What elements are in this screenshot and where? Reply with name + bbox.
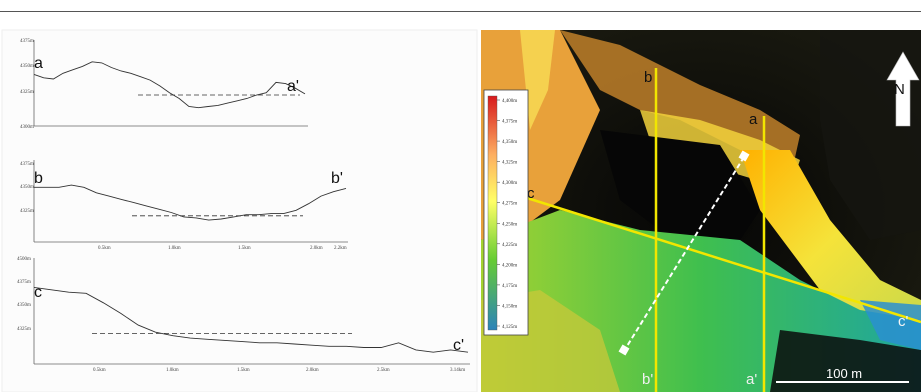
profile-b-xtick: 1.0km bbox=[168, 246, 181, 251]
profile-c-ytick: 4500m bbox=[17, 257, 31, 262]
white-transect bbox=[623, 156, 745, 352]
legend-tick-label: 4,300m bbox=[502, 181, 517, 186]
legend-tick-label: 4,350m bbox=[502, 140, 517, 145]
profile-a: 4375m 4350m 4325m 4300m a a' bbox=[20, 39, 308, 130]
legend-tick-label: 4,275m bbox=[502, 202, 517, 207]
profile-c-xtick: 3.14km bbox=[450, 368, 465, 373]
profile-c-ytick: 4325m bbox=[17, 327, 31, 332]
north-label: N bbox=[894, 81, 905, 98]
profile-a-start-label: a bbox=[34, 55, 43, 72]
map-panel: b b' a a' c c' 4,400m4,375m4,350m4,325m4… bbox=[481, 30, 921, 392]
legend-tick-label: 4,200m bbox=[502, 263, 517, 268]
section-line-c bbox=[526, 196, 921, 324]
profile-a-elevation-line bbox=[33, 61, 306, 109]
profile-a-ytick: 4375m bbox=[20, 39, 34, 44]
profile-b-start-label: b bbox=[34, 170, 43, 187]
profile-a-ytick: 4350m bbox=[20, 64, 34, 69]
profile-c-ytick: 4350m bbox=[17, 303, 31, 308]
profile-b-ytick: 4375m bbox=[20, 162, 34, 167]
profile-c-xtick: 2.5km bbox=[377, 368, 390, 373]
legend-tick-label: 4,125m bbox=[502, 325, 517, 330]
profile-b: 4375m 4350m 4325m 0.5km 1.0km 1.5km 2.0k… bbox=[20, 160, 348, 251]
profile-c-xtick: 1.0km bbox=[166, 368, 179, 373]
profiles-panel: 4375m 4350m 4325m 4300m a a' 4375m 4350m… bbox=[1, 29, 478, 392]
legend-tick-label: 4,150m bbox=[502, 304, 517, 309]
map-terrain-dark-lower-right bbox=[770, 330, 921, 392]
scale-label: 100 m bbox=[826, 366, 862, 381]
profile-c-end-label: c' bbox=[453, 337, 464, 354]
transect-end-marker bbox=[738, 150, 750, 162]
legend-tick-label: 4,175m bbox=[502, 284, 517, 289]
profile-b-ytick: 4350m bbox=[20, 185, 34, 190]
map-label-b-end: b' bbox=[642, 371, 653, 388]
profile-c-xtick: 2.0km bbox=[306, 368, 319, 373]
map-terrain-upper-left-highlight bbox=[520, 30, 555, 130]
profile-b-end-label: b' bbox=[331, 170, 343, 187]
profile-b-xtick: 1.5km bbox=[238, 246, 251, 251]
profile-a-ytick: 4325m bbox=[20, 90, 34, 95]
legend-tick-label: 4,400m bbox=[502, 99, 517, 104]
map-terrain-dark-basin bbox=[600, 130, 760, 240]
profile-c-start-label: c bbox=[34, 284, 42, 301]
profile-b-xtick: 2.2km bbox=[334, 246, 347, 251]
legend-tick-label: 4,225m bbox=[502, 243, 517, 248]
transect-end-marker bbox=[618, 344, 630, 356]
profile-b-ytick: 4325m bbox=[20, 209, 34, 214]
profile-c-ytick: 4375m bbox=[17, 280, 31, 285]
map-label-c: c bbox=[527, 185, 535, 202]
map-label-a-end: a' bbox=[746, 371, 757, 388]
profile-b-elevation-line bbox=[34, 184, 347, 221]
legend-tick-label: 4,375m bbox=[502, 120, 517, 125]
map-label-c-end: c' bbox=[898, 313, 909, 330]
profile-a-end-label: a' bbox=[287, 78, 299, 95]
profile-a-ytick: 4300m bbox=[20, 125, 34, 130]
legend-tick-label: 4,250m bbox=[502, 222, 517, 227]
profile-c-elevation-line bbox=[33, 286, 469, 353]
map-terrain-blue-patch bbox=[860, 300, 921, 350]
legend-ticks: 4,400m 4,375m 4,350m 4,325m 4,300m 4,275m 4,25… bbox=[497, 99, 517, 330]
profile-c: 4500m 4375m 4350m 4325m 0.5km 1.0km 1.5k… bbox=[17, 257, 470, 373]
north-arrow-icon bbox=[886, 51, 920, 127]
map-label-b: b bbox=[644, 69, 652, 86]
map-label-a: a bbox=[749, 111, 758, 128]
profile-c-xtick: 0.5km bbox=[93, 368, 106, 373]
legend-color-ramp bbox=[487, 95, 498, 331]
map-terrain-valley bbox=[740, 150, 921, 330]
profile-c-xtick: 1.5km bbox=[237, 368, 250, 373]
legend-tick-label: 4,325m bbox=[502, 161, 517, 166]
profile-b-xtick: 2.0km bbox=[310, 246, 323, 251]
profile-b-xtick: 0.5km bbox=[98, 246, 111, 251]
